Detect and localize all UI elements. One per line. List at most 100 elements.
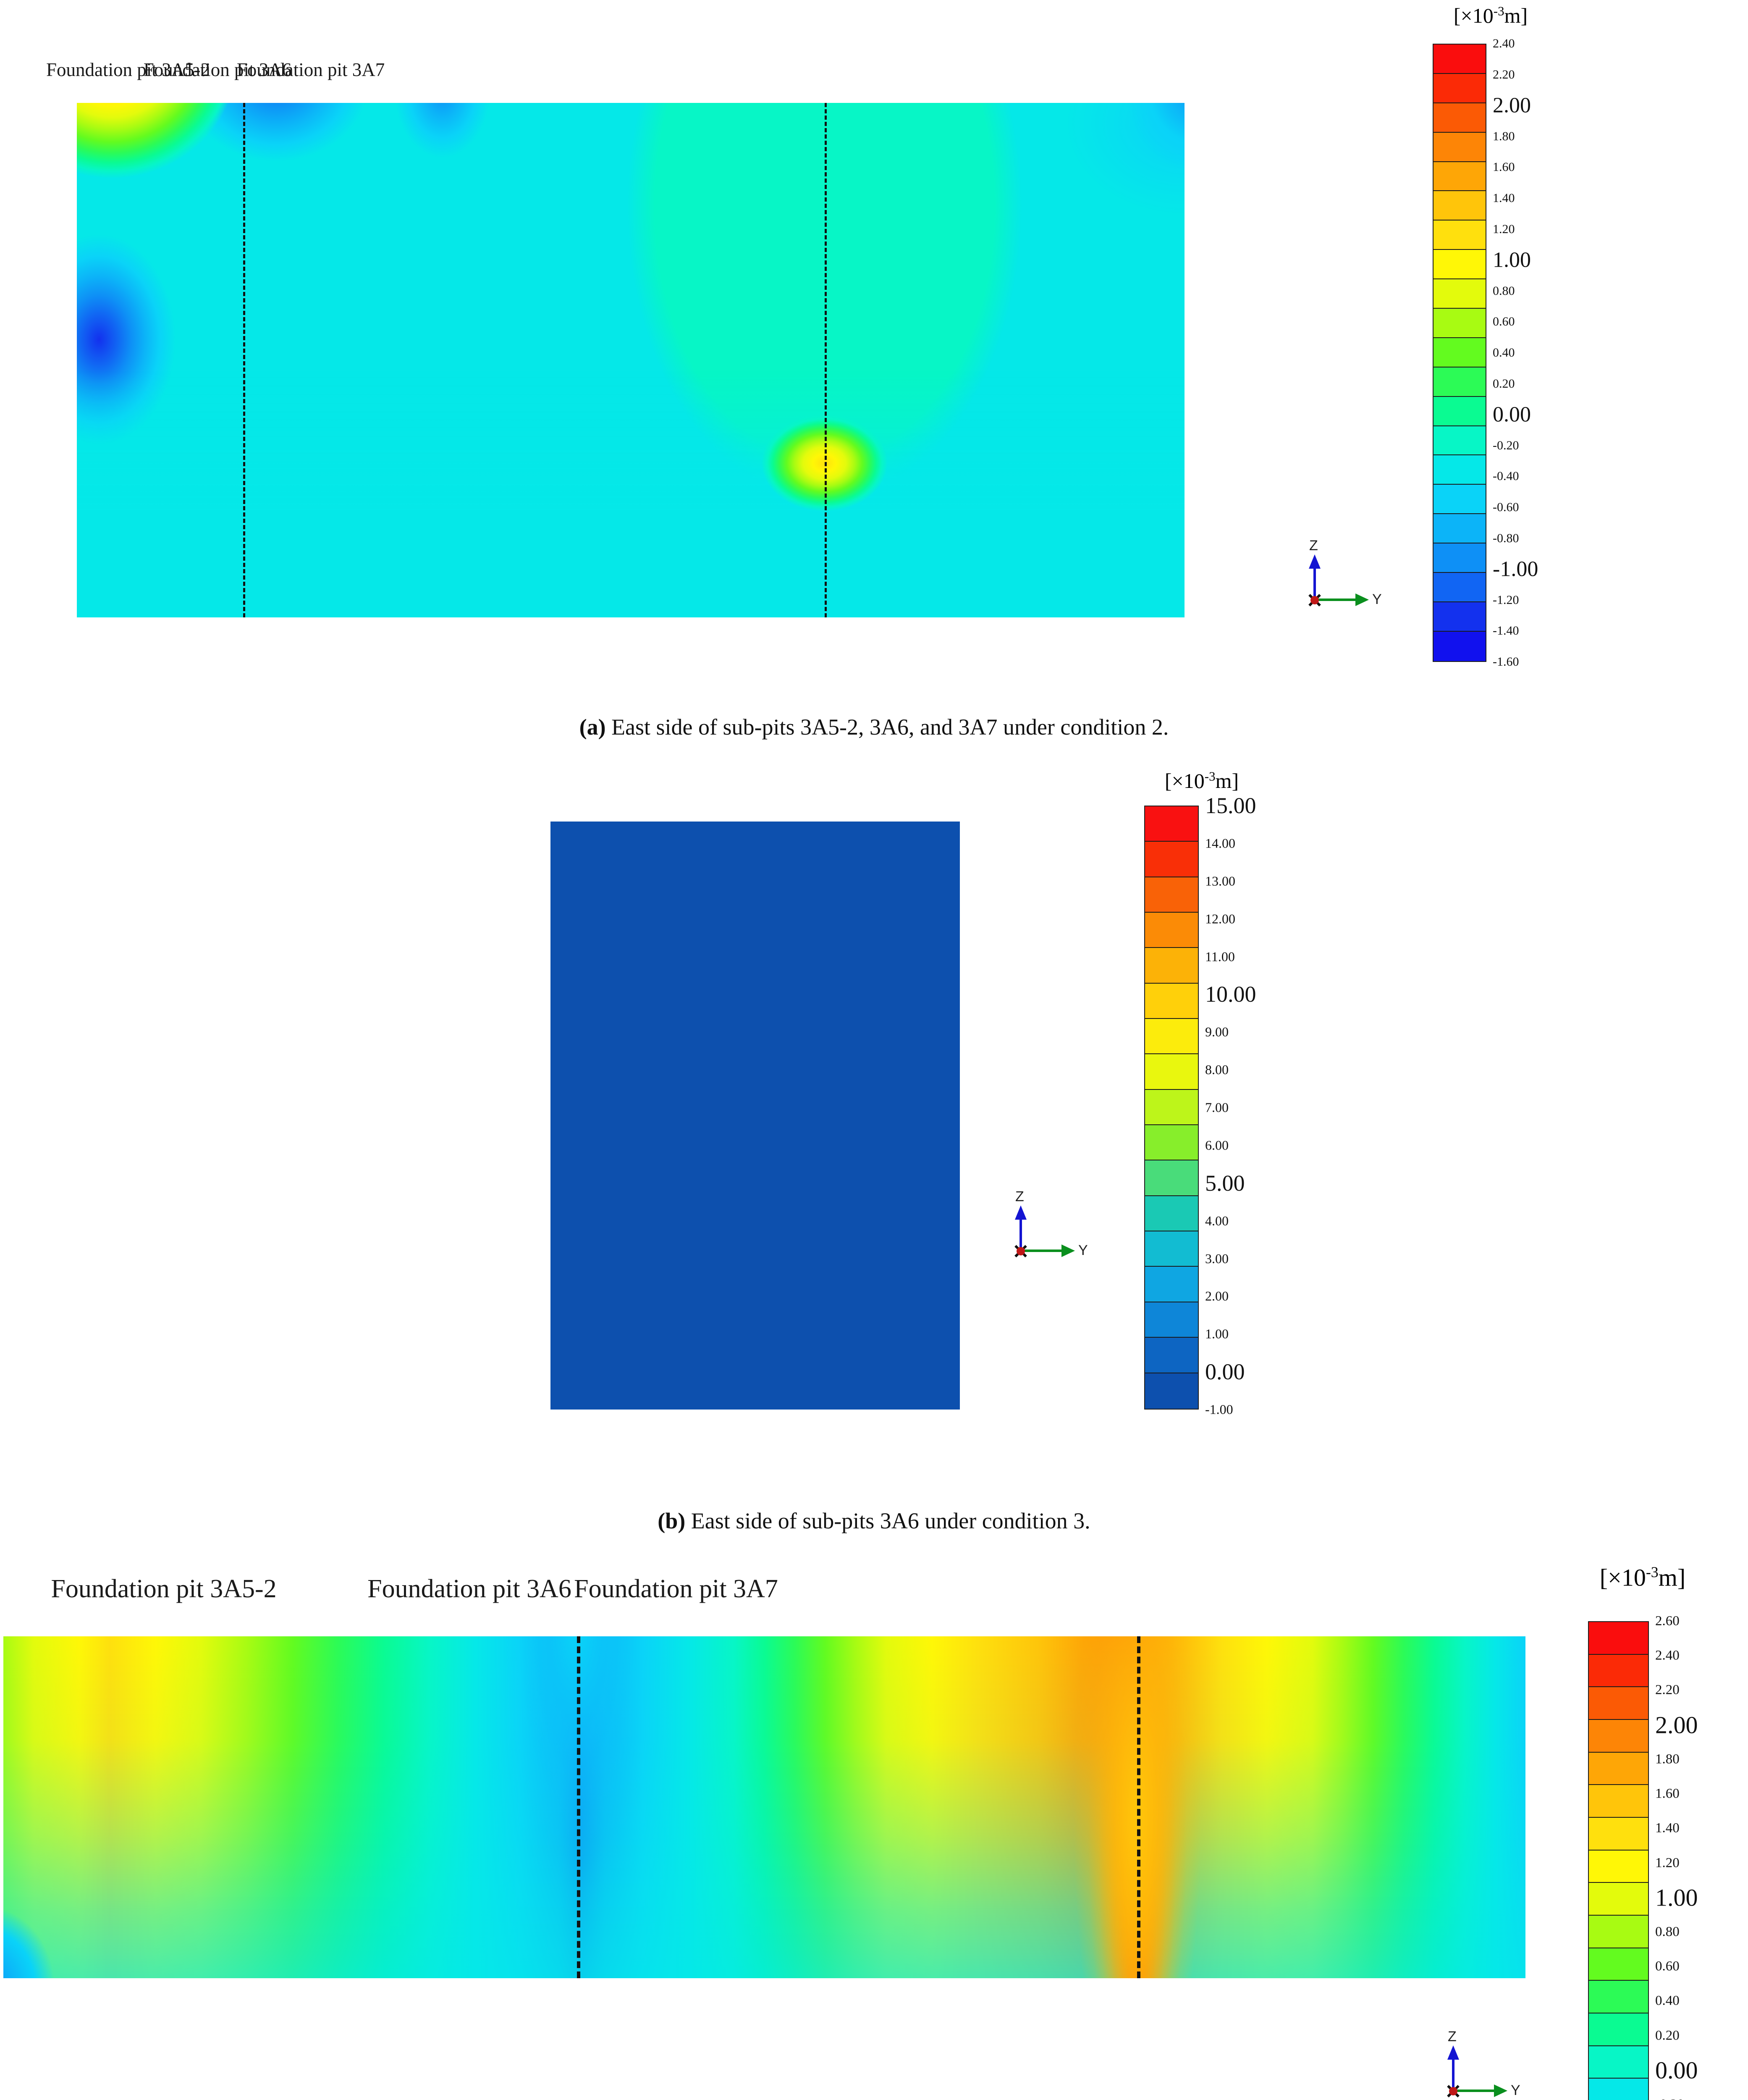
colorbar-tick-label: -1.20 [1493, 593, 1519, 607]
colorbar-a-ticks: 2.40 2.20 2.00 1.80 1.60 1.40 1.20 1.00 0.80 0.60… [1493, 37, 1602, 669]
axis-arrow-z-b [1019, 1209, 1022, 1251]
contour-band-c-left-cool [3, 1636, 1525, 1978]
axis-origin-dot-c [1449, 2087, 1457, 2095]
colorbar-tick-label: 0.00 [1205, 1359, 1245, 1385]
contour-band-b-base [550, 822, 960, 1410]
colorbar-swatch [1434, 279, 1486, 309]
colorbar-swatch [1145, 913, 1198, 948]
colorbar-swatch [1434, 132, 1486, 162]
colorbar-swatch [1589, 1850, 1648, 1883]
colorbar-tick-label: 2.40 [1493, 37, 1515, 50]
contour-band-a-cold-notch [77, 103, 1185, 617]
colorbar-tick-label: 13.00 [1205, 873, 1235, 889]
colorbar-tick-label: 1.20 [1493, 222, 1515, 236]
colorbar-swatch [1434, 426, 1486, 456]
panel-c: Foundation pit 3A5-2 Foundation pit 3A6 … [0, 1554, 1748, 2100]
colorbar-swatch [1145, 1125, 1198, 1161]
colorbar-tick-label: 2.60 [1655, 1613, 1680, 1629]
colorbar-swatch [1145, 1160, 1198, 1196]
colorbar-a: [×10-3m] 2.40 2.20 2.00 1.80 1.60 1.40 1.20 1.0… [1386, 0, 1604, 706]
colorbar-tick-label: 2.00 [1655, 1711, 1698, 1739]
colorbar-tick-label: 0.80 [1493, 284, 1515, 298]
axis-arrowhead-z-c [1447, 2045, 1459, 2060]
colorbar-c-ticks: 2.60 2.40 2.20 2.00 1.80 1.60 1.40 1.20 1.00 0.80… [1655, 1614, 1748, 2100]
axis-triad-a: Z Y [1276, 538, 1382, 622]
colorbar-a-swatches [1433, 44, 1486, 662]
colorbar-swatch [1145, 806, 1198, 842]
colorbar-swatch [1434, 573, 1486, 602]
axis-origin-dot-a [1310, 596, 1319, 604]
axis-arrowhead-z-b [1015, 1205, 1027, 1220]
colorbar-tick-label: 1.80 [1655, 1751, 1680, 1767]
contour-plot-c [3, 1636, 1525, 1978]
colorbar-tick-label: 4.00 [1205, 1213, 1229, 1228]
axis-arrow-y-c [1453, 2090, 1495, 2092]
caption-b-tag: (b) [658, 1508, 686, 1533]
colorbar-tick-label: -0.40 [1493, 469, 1519, 483]
colorbar-swatch [1145, 1231, 1198, 1267]
colorbar-swatch [1589, 1948, 1648, 1981]
colorbar-tick-label: 0.80 [1655, 1924, 1680, 1940]
axis-arrow-y-b [1021, 1250, 1063, 1252]
colorbar-tick-label: 2.00 [1205, 1288, 1229, 1304]
pit-boundary-line-a-1 [243, 103, 245, 617]
colorbar-tick-label: 2.40 [1655, 1648, 1680, 1663]
caption-b-text: East side of sub-pits 3A6 under conditio… [685, 1508, 1090, 1533]
contour-plot-a [77, 103, 1185, 617]
pit-label-c-2: Foundation pit 3A6 [367, 1575, 571, 1603]
colorbar-tick-label: 2.00 [1493, 93, 1531, 118]
pit-boundary-line-c-1 [577, 1636, 580, 1978]
colorbar-a-unit-label: [×10-3m] [1453, 3, 1528, 27]
colorbar-tick-label: 2.20 [1655, 1682, 1680, 1698]
colorbar-tick-label: 14.00 [1205, 835, 1235, 851]
colorbar-b-swatches [1144, 806, 1199, 1410]
colorbar-swatch [1145, 842, 1198, 877]
pit-boundary-line-a-2 [825, 103, 827, 617]
colorbar-tick-label: 1.40 [1493, 191, 1515, 205]
colorbar-swatch [1145, 1196, 1198, 1232]
colorbar-swatch [1145, 1338, 1198, 1373]
colorbar-swatch [1589, 1622, 1648, 1655]
colorbar-swatch [1434, 338, 1486, 368]
colorbar-swatch [1145, 1302, 1198, 1338]
colorbar-tick-label: -1.00 [1493, 557, 1538, 581]
colorbar-swatch [1434, 631, 1486, 661]
colorbar-tick-label: 6.00 [1205, 1137, 1229, 1153]
colorbar-swatch [1434, 602, 1486, 632]
colorbar-tick-label: 1.00 [1655, 1884, 1698, 1911]
colorbar-tick-label: -1.00 [1205, 1402, 1233, 1417]
caption-b: (b) East side of sub-pits 3A6 under cond… [0, 1508, 1748, 1534]
colorbar-tick-label: 5.00 [1205, 1170, 1245, 1196]
pit-label-c-3: Foundation pit 3A7 [574, 1575, 778, 1603]
axis-arrow-z-a [1313, 558, 1316, 600]
colorbar-swatch [1589, 1654, 1648, 1688]
colorbar-tick-label: 1.00 [1493, 248, 1531, 272]
axis-label-y-a: Y [1372, 591, 1382, 607]
colorbar-swatch [1434, 455, 1486, 485]
colorbar-swatch [1589, 1981, 1648, 2014]
colorbar-tick-label: 10.00 [1205, 982, 1256, 1007]
colorbar-swatch [1589, 1818, 1648, 1851]
colorbar-tick-label: 1.80 [1493, 129, 1515, 143]
colorbar-swatch [1434, 191, 1486, 221]
panel-a: Foundation pit 3A5-2 Foundation pit 3A6 … [0, 0, 1748, 756]
pit-label-a-3: Foundation pit 3A7 [236, 59, 385, 80]
axis-origin-dot-b [1017, 1247, 1025, 1255]
axis-label-z-b: Z [1015, 1189, 1024, 1205]
colorbar-tick-label: -0.20 [1493, 438, 1519, 452]
contour-plot-b [550, 822, 960, 1410]
axis-arrow-y-a [1315, 598, 1357, 601]
pit-label-a-2: Foundation pit 3A6 [143, 59, 292, 80]
caption-a-tag: (a) [579, 714, 606, 740]
colorbar-tick-label: 1.00 [1205, 1326, 1229, 1341]
colorbar-swatch [1145, 1054, 1198, 1090]
panel-b: [×10-3m] 15.00 14.00 13.00 12.00 11.00 10.00 9… [0, 756, 1748, 1554]
colorbar-swatch [1589, 1720, 1648, 1753]
axis-label-z-c: Z [1448, 2029, 1457, 2045]
colorbar-swatch [1434, 162, 1486, 192]
colorbar-tick-label: -1.40 [1493, 624, 1519, 638]
colorbar-tick-label: 11.00 [1205, 949, 1235, 964]
colorbar-tick-label: 1.40 [1655, 1820, 1680, 1836]
pit-label-c-1: Foundation pit 3A5-2 [51, 1575, 277, 1603]
axis-arrowhead-y-b [1061, 1244, 1075, 1257]
